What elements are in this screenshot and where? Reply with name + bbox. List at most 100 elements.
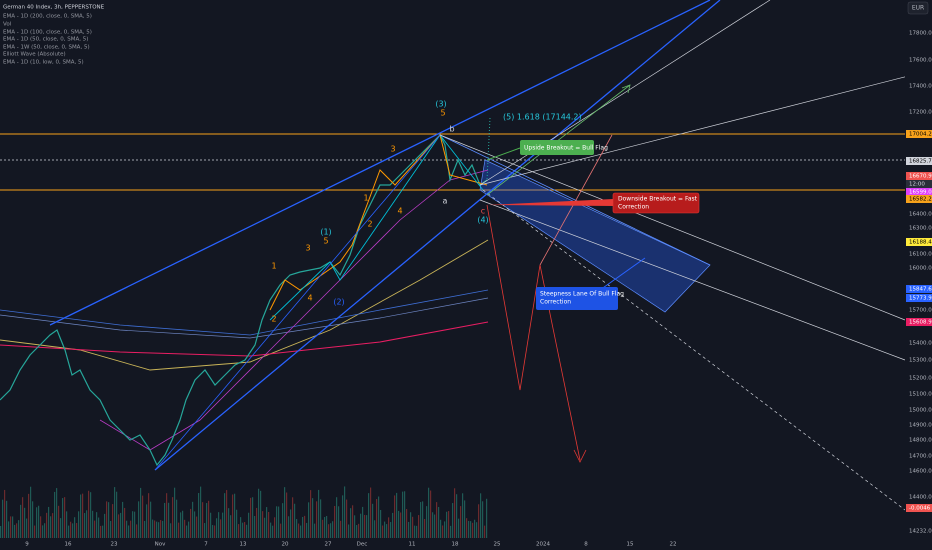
callout-pointer bbox=[599, 257, 646, 291]
volume-bar bbox=[48, 506, 50, 538]
volume-bar bbox=[124, 507, 126, 538]
volume-bar bbox=[30, 486, 32, 538]
price-label: 14800.0 bbox=[909, 438, 932, 444]
time-label: 7 bbox=[204, 542, 208, 548]
wave-label: 3 bbox=[390, 145, 395, 154]
volume-bar bbox=[60, 518, 62, 538]
wave-label: 3 bbox=[305, 244, 310, 253]
volume-bar bbox=[410, 512, 412, 538]
volume-bar bbox=[398, 510, 400, 538]
ma-line bbox=[0, 289, 489, 336]
volume-bar bbox=[78, 511, 80, 538]
volume-bar bbox=[384, 521, 386, 538]
volume-bar bbox=[368, 493, 370, 538]
volume-bar bbox=[248, 512, 250, 538]
volume-bar bbox=[320, 499, 322, 538]
volume-bar bbox=[136, 524, 138, 538]
callout-text: Steepness Lane Of Bull Flag bbox=[540, 291, 624, 298]
volume-bar bbox=[420, 502, 422, 538]
wave-label: 2 bbox=[367, 220, 372, 229]
time-label: 15 bbox=[627, 542, 634, 548]
volume-bar bbox=[454, 488, 456, 538]
time-label: 20 bbox=[282, 542, 289, 548]
volume-bar bbox=[376, 499, 378, 538]
projection bbox=[486, 204, 581, 461]
volume-bar bbox=[308, 502, 310, 538]
volume-bar bbox=[208, 500, 210, 538]
volume-bar bbox=[378, 496, 380, 538]
price-tag-label: -0.0046 bbox=[909, 506, 931, 512]
volume-bar bbox=[366, 515, 368, 538]
wave-label: a bbox=[443, 197, 448, 206]
time-axis-labels: 9 16 23 Nov 7 13 20 27 Dec 11 18 25 2024 8 15 22 bbox=[25, 542, 676, 548]
price-tag bbox=[906, 195, 932, 203]
volume-bar bbox=[316, 501, 318, 538]
volume-bar bbox=[436, 502, 438, 538]
volume-bar bbox=[44, 523, 46, 538]
volume-bar bbox=[216, 518, 218, 538]
volume-bar bbox=[106, 501, 108, 538]
price-label: 15200.0 bbox=[909, 376, 932, 382]
volume-bar bbox=[32, 501, 34, 538]
volume-bar bbox=[212, 525, 214, 538]
price-tag bbox=[906, 294, 932, 302]
volume-bar bbox=[190, 508, 192, 538]
volume bbox=[0, 486, 488, 538]
volume-bar bbox=[280, 523, 282, 538]
volume-bar bbox=[134, 511, 136, 538]
indicator: EMA - 1D (200, close, 0, SMA, 5) bbox=[3, 14, 92, 20]
wave-label: c bbox=[481, 207, 485, 216]
volume-bar bbox=[26, 518, 28, 538]
volume-bar bbox=[432, 512, 434, 538]
price-label: 15300.0 bbox=[909, 358, 932, 364]
volume-bar bbox=[396, 492, 398, 538]
price-tag bbox=[906, 130, 932, 138]
volume-bar bbox=[268, 512, 270, 538]
volume-bar bbox=[276, 506, 278, 538]
trend-line bbox=[479, 199, 906, 361]
volume-bar bbox=[310, 490, 312, 538]
currency-button[interactable] bbox=[907, 1, 929, 15]
volume-bar bbox=[166, 493, 168, 538]
price-label: 15000.0 bbox=[909, 408, 932, 414]
volume-bar bbox=[88, 490, 90, 538]
volume-bar bbox=[360, 513, 362, 538]
volume-bar bbox=[82, 493, 84, 538]
volume-bar bbox=[222, 512, 224, 538]
volume-bar bbox=[438, 507, 440, 538]
volume-bar bbox=[218, 512, 220, 538]
price-tag-label: 16670.9 bbox=[909, 174, 932, 180]
callout-text: Correction bbox=[618, 204, 649, 211]
currency[interactable]: EUR bbox=[912, 5, 924, 12]
price-label: 15700.0 bbox=[909, 308, 932, 314]
time-label: 9 bbox=[25, 542, 29, 548]
wave-label: (1) bbox=[320, 228, 331, 237]
volume-bar bbox=[240, 517, 242, 538]
price-label: 16400.0 bbox=[909, 212, 932, 218]
indicator: Elliott Wave (Absolute) bbox=[3, 52, 66, 58]
volume-bar bbox=[238, 524, 240, 538]
volume-bar bbox=[446, 511, 448, 538]
volume-bar bbox=[286, 492, 288, 538]
volume-bar bbox=[6, 500, 8, 538]
volume-bar bbox=[246, 524, 248, 538]
volume-bar bbox=[416, 525, 418, 538]
volume-bar bbox=[168, 502, 170, 538]
volume-bar bbox=[138, 501, 140, 538]
volume-bar bbox=[404, 491, 406, 538]
callout bbox=[612, 192, 700, 214]
volume-bar bbox=[224, 493, 226, 538]
price-axis-labels: 17800.0 17600.0 17400.0 17200.0 16400.0 16300… bbox=[906, 31, 932, 535]
volume-bar bbox=[338, 506, 340, 538]
volume-bar bbox=[112, 504, 114, 538]
indicator: EMA - 1D (100, close, 0, SMA, 5) bbox=[3, 30, 92, 36]
volume-bar bbox=[232, 494, 234, 538]
volume-bar bbox=[274, 517, 276, 538]
volume-bar bbox=[140, 487, 142, 538]
volume-bar bbox=[456, 494, 458, 538]
price-label: 16000.0 bbox=[909, 266, 932, 272]
price-tag-label: 15773.9 bbox=[909, 296, 932, 302]
callout-pointer bbox=[486, 147, 521, 161]
time-label: 16 bbox=[65, 542, 72, 548]
volume-bar bbox=[62, 498, 64, 538]
